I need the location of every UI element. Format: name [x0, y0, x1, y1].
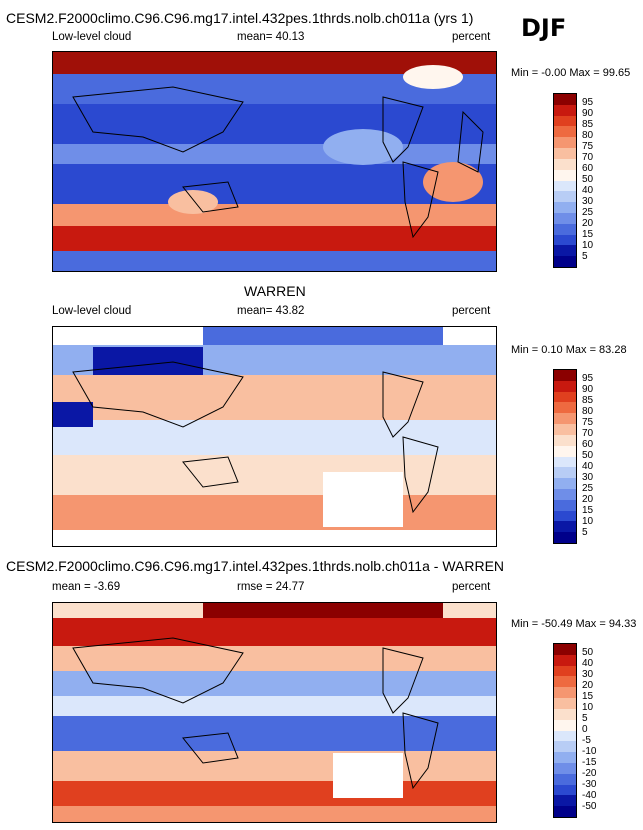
- panel2-cbar-label: 60: [582, 439, 594, 450]
- panel2-cbar-label: 40: [582, 461, 594, 472]
- panel3-cbar-label: -50: [582, 801, 597, 812]
- panel3-cbar-label: -40: [582, 790, 597, 801]
- panel3-units: percent: [452, 581, 491, 593]
- panel3-map: [52, 602, 497, 823]
- panel2-cbar-label: 15: [582, 505, 594, 516]
- panel2-cbar-label: 80: [582, 406, 594, 417]
- season-label: DJF: [521, 14, 567, 42]
- panel1-variable-label: Low-level cloud: [52, 31, 132, 43]
- panel1-cbar-label: 60: [582, 163, 594, 174]
- panel3-cbar-label: 30: [582, 669, 594, 680]
- panel1-colorbar: [553, 93, 577, 268]
- panel1-cbar-label: 30: [582, 196, 594, 207]
- panel1-map: [52, 51, 497, 272]
- panel2-cbar-label: 10: [582, 516, 594, 527]
- panel1-cbar-label: 90: [582, 108, 594, 119]
- panel3-cbar-label: 15: [582, 691, 594, 702]
- panel3-cbar-label: 0: [582, 724, 588, 735]
- panel2-variable-label: Low-level cloud: [52, 305, 132, 317]
- panel3-cbar-label: 10: [582, 702, 594, 713]
- panel2-cbar-label: 90: [582, 384, 594, 395]
- panel1-mean: mean= 40.13: [237, 31, 305, 43]
- panel2-map-field: [53, 327, 496, 546]
- panel2-title: WARREN: [244, 283, 306, 299]
- panel1-cbar-label: 50: [582, 174, 594, 185]
- panel3-cbar-label: 40: [582, 658, 594, 669]
- panel3-cbar-label: -15: [582, 757, 597, 768]
- panel3-cbar-label: -20: [582, 768, 597, 779]
- panel1-title: CESM2.F2000climo.C96.C96.mg17.intel.432p…: [6, 10, 474, 26]
- panel1-cbar-label: 10: [582, 240, 594, 251]
- panel3-cbar-label: 20: [582, 680, 594, 691]
- panel2-cbar-label: 25: [582, 483, 594, 494]
- panel2-cbar-label: 20: [582, 494, 594, 505]
- panel1-cbar-label: 80: [582, 130, 594, 141]
- panel3-rmse: rmse = 24.77: [237, 581, 305, 593]
- panel1-cbar-label: 5: [582, 251, 588, 262]
- panel1-map-field: [53, 52, 496, 271]
- panel3-cbar-label: -5: [582, 735, 591, 746]
- panel2-cbar-label: 30: [582, 472, 594, 483]
- panel1-units: percent: [452, 31, 491, 43]
- panel2-cbar-label: 85: [582, 395, 594, 406]
- panel3-cbar-label: -30: [582, 779, 597, 790]
- panel3-cbar-label: -10: [582, 746, 597, 757]
- panel2-map: [52, 326, 497, 547]
- panel2-minmax: Min = 0.10 Max = 83.28: [511, 344, 627, 356]
- panel3-mean: mean = -3.69: [52, 581, 121, 593]
- panel2-cbar-label: 75: [582, 417, 594, 428]
- panel3-cbar-label: 5: [582, 713, 588, 724]
- panel2-cbar-label: 50: [582, 450, 594, 461]
- panel2-colorbar: [553, 369, 577, 544]
- panel2-cbar-label: 70: [582, 428, 594, 439]
- panel3-title: CESM2.F2000climo.C96.C96.mg17.intel.432p…: [6, 558, 505, 574]
- panel3-map-field: [53, 603, 496, 822]
- panel1-cbar-label: 40: [582, 185, 594, 196]
- panel2-cbar-label: 95: [582, 373, 594, 384]
- panel3-cbar-label: 50: [582, 647, 594, 658]
- panel1-cbar-label: 95: [582, 97, 594, 108]
- panel1-cbar-label: 25: [582, 207, 594, 218]
- panel1-cbar-label: 75: [582, 141, 594, 152]
- panel3-minmax: Min = -50.49 Max = 94.33: [511, 618, 637, 630]
- panel1-cbar-label: 20: [582, 218, 594, 229]
- panel2-cbar-label: 5: [582, 527, 588, 538]
- panel1-minmax: Min = -0.00 Max = 99.65: [511, 67, 631, 79]
- panel1-cbar-label: 70: [582, 152, 594, 163]
- panel2-units: percent: [452, 305, 491, 317]
- panel3-colorbar: [553, 643, 577, 818]
- panel1-cbar-label: 85: [582, 119, 594, 130]
- panel1-cbar-label: 15: [582, 229, 594, 240]
- panel2-mean: mean= 43.82: [237, 305, 305, 317]
